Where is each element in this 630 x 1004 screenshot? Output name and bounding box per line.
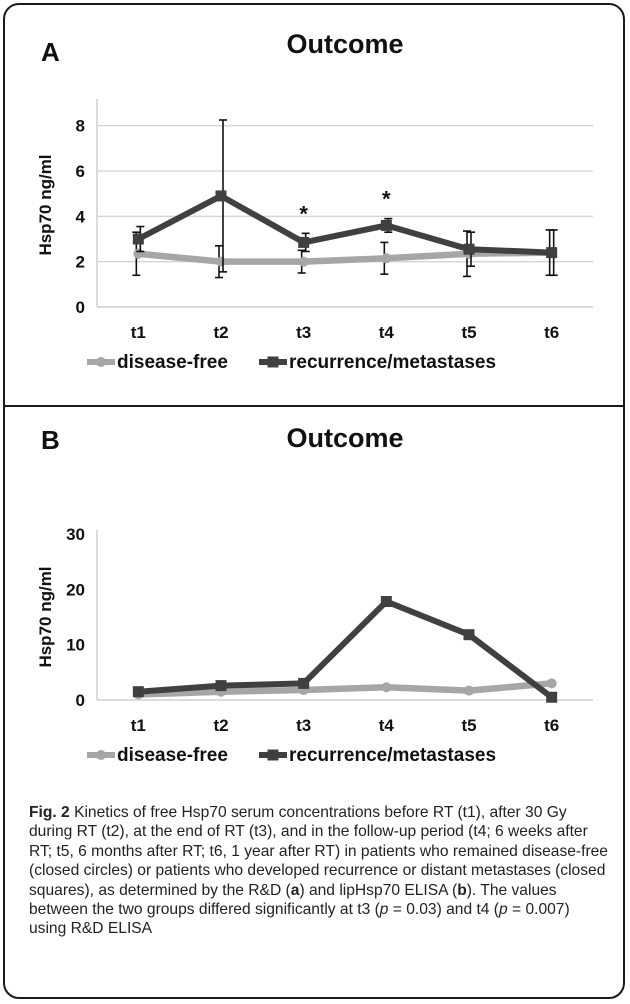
point-recurrence/metastases-t2 xyxy=(215,190,227,202)
point-disease-free-t3 xyxy=(298,256,309,267)
caption-body: Kinetics of free Hsp70 serum concentrati… xyxy=(29,804,608,937)
legend-marker-disease-free xyxy=(96,357,106,367)
y-tick-label-0: 0 xyxy=(76,691,85,710)
point-recurrence/metastases-t3 xyxy=(298,677,310,689)
x-tick-label-t2: t2 xyxy=(213,323,228,342)
caption-part-5: p xyxy=(379,901,389,919)
y-tick-label-0: 0 xyxy=(76,298,85,317)
annotation-star-t4: * xyxy=(382,187,391,212)
caption-part-6: = 0.03) and t4 ( xyxy=(388,901,499,919)
x-tick-label-t2: t2 xyxy=(213,716,228,735)
x-tick-label-t4: t4 xyxy=(379,323,395,342)
point-recurrence/metastases-t6 xyxy=(546,247,558,259)
y-tick-label-6: 6 xyxy=(76,162,85,181)
point-recurrence/metastases-t3 xyxy=(298,236,310,248)
panel-label: A xyxy=(41,37,60,67)
point-disease-free-t2 xyxy=(216,256,226,267)
x-tick-label-t1: t1 xyxy=(131,716,146,735)
x-tick-label-t3: t3 xyxy=(296,323,311,342)
series-line-disease-free xyxy=(138,680,552,698)
point-recurrence/metastases-t4 xyxy=(380,219,392,231)
point-disease-free-t4 xyxy=(381,682,392,693)
point-disease-free-t1 xyxy=(133,248,144,259)
legend-marker-recurrence/metastases xyxy=(267,356,279,368)
y-tick-label-10: 10 xyxy=(66,636,85,655)
x-tick-label-t1: t1 xyxy=(131,323,146,342)
x-tick-label-t5: t5 xyxy=(461,323,476,342)
chart-panel-b: B Outcome Hsp70 ng/ml 0 10 20 30 t1 t2 t3 t4 t5 t6 di… xyxy=(5,405,627,791)
point-recurrence/metastases-t2 xyxy=(215,680,227,692)
annotation-star-t3: * xyxy=(299,201,308,226)
series-line-disease-free xyxy=(138,249,552,265)
x-tick-label-t3: t3 xyxy=(296,716,311,735)
legend-marker-recurrence/metastases xyxy=(267,749,279,761)
caption-part-0: Kinetics of free Hsp70 serum concentrati… xyxy=(29,804,608,899)
caption-part-7: p xyxy=(499,901,508,919)
legend-label-disease-free: disease-free xyxy=(117,745,228,766)
legend-marker-disease-free xyxy=(96,750,106,760)
point-recurrence/metastases-t4 xyxy=(380,596,392,608)
point-recurrence/metastases-t5 xyxy=(463,243,475,255)
x-tick-label-t6: t6 xyxy=(544,323,559,342)
point-recurrence/metastases-t1 xyxy=(132,686,144,698)
panel-divider xyxy=(5,405,623,407)
chart-b-svg: B Outcome Hsp70 ng/ml 0 10 20 30 t1 t2 t3 t4 t5 t6 di… xyxy=(36,423,593,766)
point-disease-free-t4 xyxy=(381,253,392,264)
series-line-recurrence/metastases xyxy=(136,192,552,256)
figure-frame: A Outcome Hsp70 ng/ml 0 2 4 6 8 t1 t2 t3 t4 t5 t6 * * di… xyxy=(3,3,625,999)
caption-part-8: = 0.007) using R&D ELISA xyxy=(29,901,570,938)
y-tick-label-8: 8 xyxy=(76,117,85,136)
point-disease-free-t6 xyxy=(546,678,557,689)
y-tick-label-20: 20 xyxy=(66,580,85,599)
x-tick-label-t6: t6 xyxy=(544,716,559,735)
point-recurrence/metastases-t6 xyxy=(546,691,558,703)
point-disease-free-t5 xyxy=(464,685,474,696)
point-recurrence/metastases-t1 xyxy=(132,233,144,245)
caption-part-2: ) and lipHsp70 ELISA ( xyxy=(299,881,458,899)
y-tick-label-30: 30 xyxy=(66,525,85,544)
x-tick-label-t5: t5 xyxy=(461,716,476,735)
legend-label-disease-free: disease-free xyxy=(117,352,228,373)
legend-label-recurrence/metastases: recurrence/metastases xyxy=(289,745,496,766)
x-tick-label-t4: t4 xyxy=(379,716,395,735)
y-axis-label: Hsp70 ng/ml xyxy=(36,566,55,667)
caption-part-1: a xyxy=(290,881,300,899)
y-axis-label: Hsp70 ng/ml xyxy=(36,154,55,255)
chart-panel-a: A Outcome Hsp70 ng/ml 0 2 4 6 8 t1 t2 t3 t4 t5 t6 * * di… xyxy=(5,5,627,405)
caption-part-3: b xyxy=(457,881,467,899)
series-line-recurrence/metastases xyxy=(138,598,554,700)
y-tick-label-4: 4 xyxy=(76,207,86,226)
chart-title: Outcome xyxy=(286,29,403,59)
figure-caption: Fig. 2 Kinetics of free Hsp70 serum conc… xyxy=(29,803,609,939)
chart-a-svg: A Outcome Hsp70 ng/ml 0 2 4 6 8 t1 t2 t3 t4 t5 t6 * * di… xyxy=(36,29,593,373)
chart-title: Outcome xyxy=(286,423,403,453)
y-tick-label-2: 2 xyxy=(76,253,85,272)
caption-part-4: ). The values between the two groups dif… xyxy=(29,881,557,919)
legend-label-recurrence/metastases: recurrence/metastases xyxy=(289,352,496,373)
panel-label: B xyxy=(41,425,60,455)
point-recurrence/metastases-t5 xyxy=(463,629,475,641)
caption-fig-label: Fig. 2 xyxy=(29,804,70,821)
